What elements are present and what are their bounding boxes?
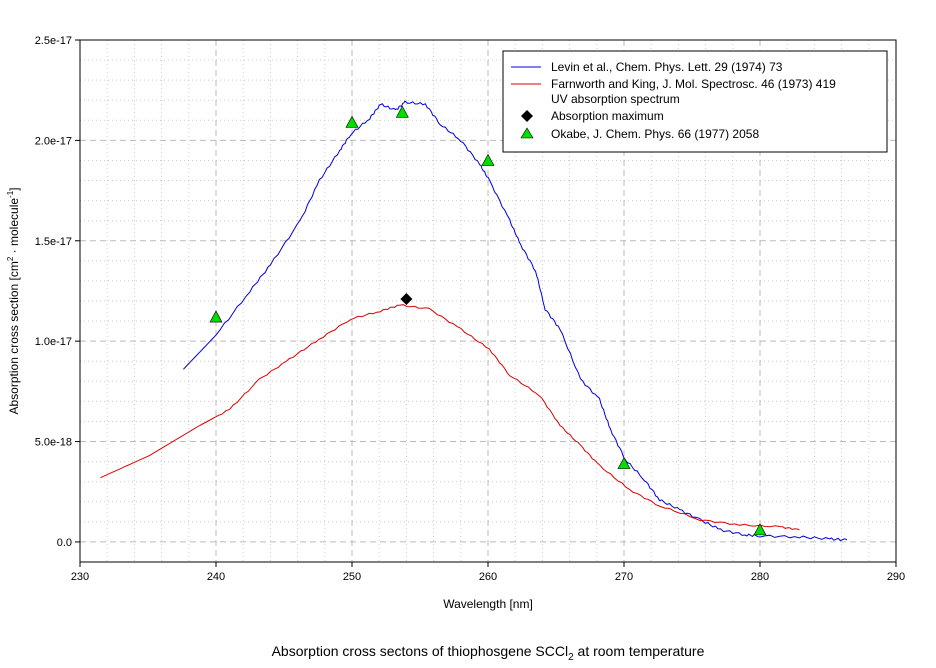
- data-point-okabe: [481, 153, 495, 166]
- x-tick-label: 230: [71, 571, 89, 583]
- x-tick-label: 280: [751, 571, 769, 583]
- legend-label-farnworth-2: UV absorption spectrum: [551, 92, 680, 106]
- data-point-okabe: [209, 310, 223, 323]
- legend-label-maximum: Absorption maximum: [551, 109, 664, 123]
- data-point-okabe: [395, 105, 409, 118]
- x-axis-label: Wavelength [nm]: [443, 597, 533, 611]
- legend-triangle-marker: [520, 127, 534, 139]
- series-line-farnworth: [100, 304, 800, 531]
- x-tick-label: 240: [207, 571, 225, 583]
- x-tick-label: 260: [479, 571, 497, 583]
- data-point-okabe: [753, 523, 767, 536]
- legend-label-okabe: Okabe, J. Chem. Phys. 66 (1977) 2058: [551, 127, 759, 141]
- y-axis-label: Absorption cross section [cm2 · molecule…: [6, 187, 21, 414]
- y-tick-label: 5.0e-18: [35, 437, 72, 449]
- x-tick-label: 290: [887, 571, 905, 583]
- y-tick-label: 1.0e-17: [35, 336, 72, 348]
- series-layer: [100, 100, 848, 542]
- chart-title: Absorption cross sectons of thiophosgene…: [272, 643, 705, 663]
- x-tick-label: 250: [343, 571, 361, 583]
- data-point-absorption-maximum: [400, 292, 413, 305]
- data-point-okabe: [617, 456, 631, 469]
- series-line-levin: [183, 100, 848, 542]
- y-tick-label: 0.0: [57, 537, 72, 549]
- legend-diamond-marker: [521, 110, 533, 122]
- axis-ticks: 230 240 250 260 270 280 290 0.0 5.0e-18 1.0e-17 1.…: [35, 35, 905, 583]
- y-tick-label: 2.5e-17: [35, 35, 72, 47]
- legend-label-levin: Levin et al., Chem. Phys. Lett. 29 (1974…: [551, 60, 783, 74]
- y-tick-label: 1.5e-17: [35, 236, 72, 248]
- legend-label-farnworth: Farnworth and King, J. Mol. Spectrosc. 4…: [551, 77, 836, 91]
- y-tick-label: 2.0e-17: [35, 135, 72, 147]
- x-tick-label: 270: [615, 571, 633, 583]
- legend-box: [502, 50, 888, 153]
- legend: Levin et al., Chem. Phys. Lett. 29 (1974…: [502, 50, 888, 153]
- data-point-okabe: [345, 115, 359, 128]
